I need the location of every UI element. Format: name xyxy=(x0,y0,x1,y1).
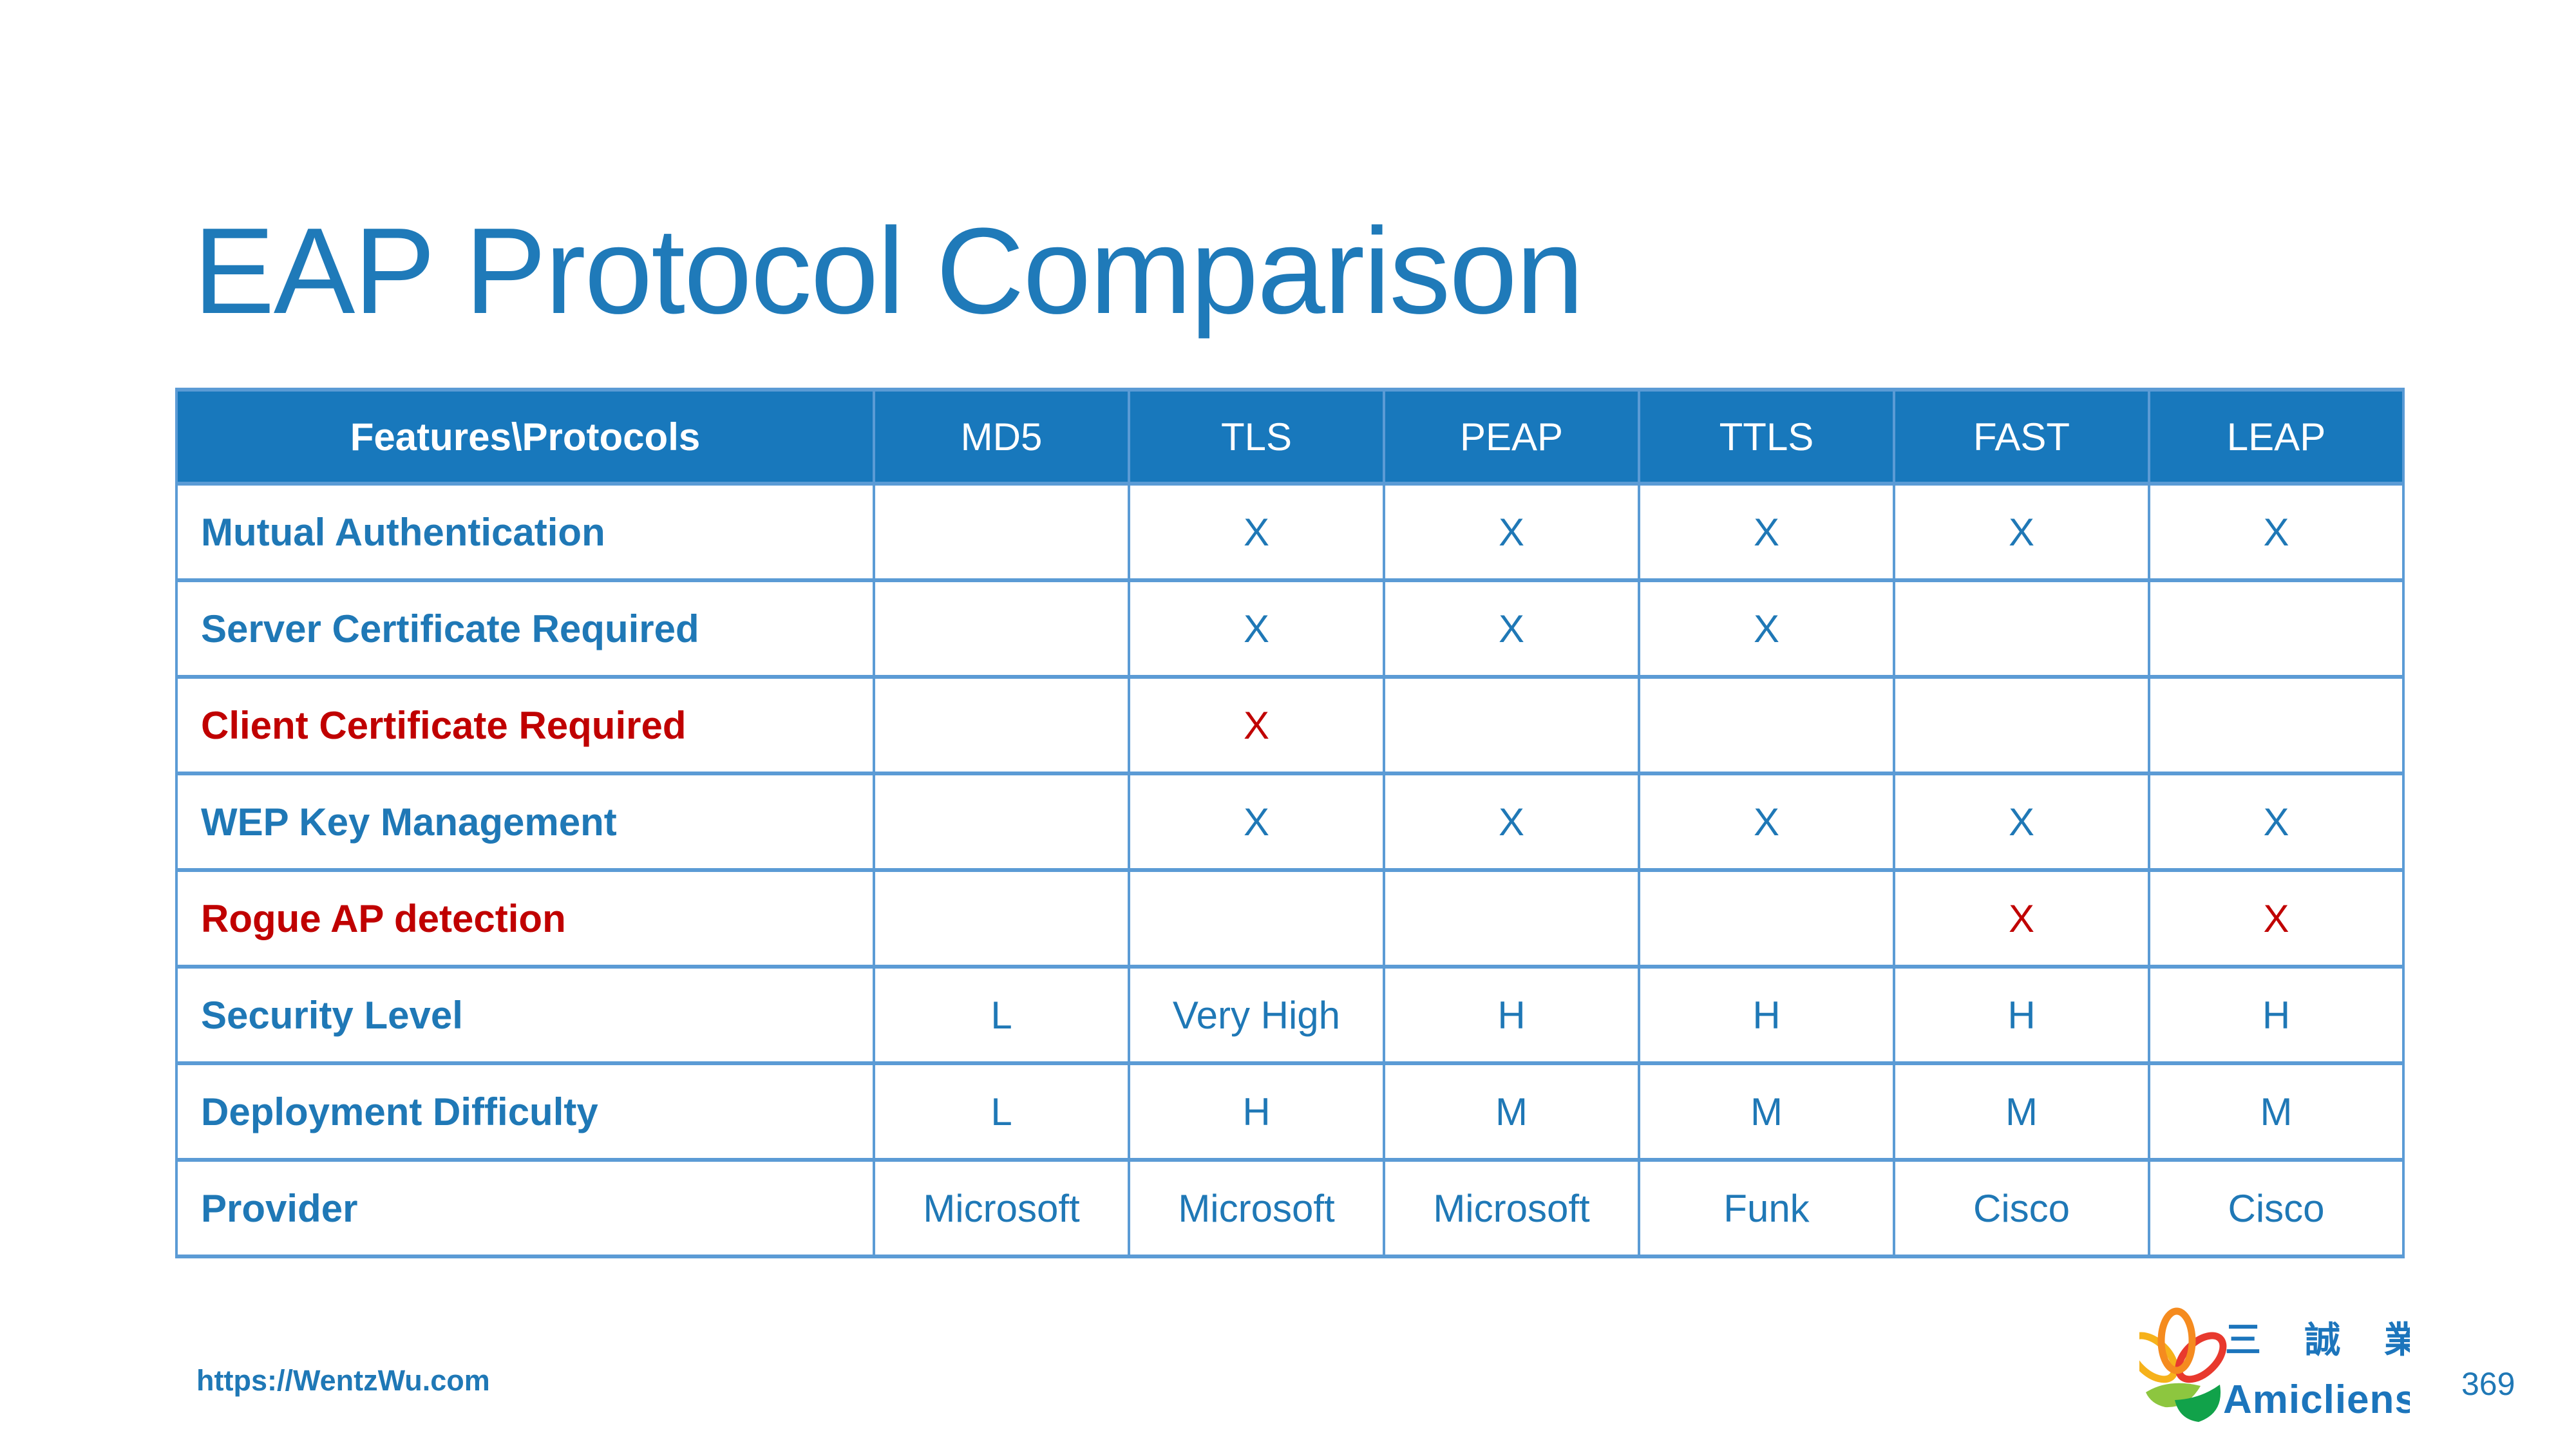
comparison-table-body: Mutual Authentication X X X X X Server Certifi… xyxy=(175,482,2405,1258)
feature-row-label: Client Certificate Required xyxy=(175,675,875,775)
table-cell xyxy=(2148,675,2405,775)
table-cell: X xyxy=(1893,868,2150,969)
table-cell: H xyxy=(1893,965,2150,1065)
table-cell: Funk xyxy=(1638,1158,1895,1258)
table-cell xyxy=(2148,578,2405,679)
feature-row-label: Provider xyxy=(175,1158,875,1258)
comparison-table-header-row: Features\Protocols MD5 TLS PEAP TTLS FAST LEAP xyxy=(175,388,2405,486)
table-cell xyxy=(1638,675,1895,775)
table-cell: Very High xyxy=(1128,965,1385,1065)
table-cell: X xyxy=(1893,482,2150,582)
table-cell: X xyxy=(1128,675,1385,775)
feature-row-label: Security Level xyxy=(175,965,875,1065)
comparison-table: Features\Protocols MD5 TLS PEAP TTLS FAST LEAP… xyxy=(175,388,2405,1258)
table-cell: X xyxy=(1383,772,1640,872)
table-cell: Microsoft xyxy=(873,1158,1130,1258)
table-row: Security Level L Very High H H H H xyxy=(175,965,2405,1065)
table-row: Mutual Authentication X X X X X xyxy=(175,482,2405,582)
table-cell xyxy=(1893,578,2150,679)
table-cell: X xyxy=(1128,482,1385,582)
table-row: Deployment Difficulty L H M M M M xyxy=(175,1061,2405,1162)
page-title: EAP Protocol Comparison xyxy=(193,203,1584,340)
table-cell xyxy=(1128,868,1385,969)
table-cell: X xyxy=(1383,578,1640,679)
table-cell: L xyxy=(873,965,1130,1065)
table-row: Rogue AP detection X X xyxy=(175,868,2405,969)
protocol-column-header: TTLS xyxy=(1638,388,1895,486)
logo-brand-text: Amicliens xyxy=(2223,1378,2410,1422)
table-cell xyxy=(1638,868,1895,969)
table-cell: M xyxy=(2148,1061,2405,1162)
eap-comparison-table: Features\Protocols MD5 TLS PEAP TTLS FAST LEAP… xyxy=(175,388,2405,1258)
table-row: Provider Microsoft Microsoft Microsoft Funk C… xyxy=(175,1158,2405,1258)
table-cell: H xyxy=(1383,965,1640,1065)
table-cell: X xyxy=(1638,578,1895,679)
table-cell: H xyxy=(1128,1061,1385,1162)
table-cell xyxy=(873,772,1130,872)
feature-row-label: Deployment Difficulty xyxy=(175,1061,875,1162)
table-row: WEP Key Management X X X X X xyxy=(175,772,2405,872)
table-cell: H xyxy=(1638,965,1895,1065)
table-cell xyxy=(1383,675,1640,775)
table-cell: X xyxy=(1638,482,1895,582)
protocol-column-header: FAST xyxy=(1893,388,2150,486)
protocol-column-header: MD5 xyxy=(873,388,1130,486)
protocol-column-header: LEAP xyxy=(2148,388,2405,486)
table-cell: Microsoft xyxy=(1128,1158,1385,1258)
table-cell: M xyxy=(1638,1061,1895,1162)
table-cell: X xyxy=(1893,772,2150,872)
table-cell: M xyxy=(1893,1061,2150,1162)
table-cell: Microsoft xyxy=(1383,1158,1640,1258)
slide-page-number: 369 xyxy=(2461,1366,2515,1402)
table-cell xyxy=(873,482,1130,582)
flower-logo-icon xyxy=(2139,1307,2227,1422)
feature-row-label: Rogue AP detection xyxy=(175,868,875,969)
table-cell: Cisco xyxy=(1893,1158,2150,1258)
table-cell: X xyxy=(2148,482,2405,582)
table-cell: X xyxy=(1128,772,1385,872)
feature-row-label: Mutual Authentication xyxy=(175,482,875,582)
protocol-column-header: PEAP xyxy=(1383,388,1640,486)
feature-row-label: Server Certificate Required xyxy=(175,578,875,679)
protocol-column-header: TLS xyxy=(1128,388,1385,486)
table-cell: Cisco xyxy=(2148,1158,2405,1258)
table-cell xyxy=(1893,675,2150,775)
table-cell: X xyxy=(1383,482,1640,582)
table-row: Client Certificate Required X xyxy=(175,675,2405,775)
table-cell: L xyxy=(873,1061,1130,1162)
table-cell: X xyxy=(2148,868,2405,969)
table-cell xyxy=(873,868,1130,969)
table-cell xyxy=(873,578,1130,679)
table-cell: H xyxy=(2148,965,2405,1065)
table-cell: X xyxy=(1638,772,1895,872)
table-cell: M xyxy=(1383,1061,1640,1162)
logo-cjk-text: 三 誠 業 xyxy=(2225,1320,2410,1360)
features-protocols-header: Features\Protocols xyxy=(175,388,875,486)
feature-row-label: WEP Key Management xyxy=(175,772,875,872)
table-row: Server Certificate Required X X X xyxy=(175,578,2405,679)
table-cell: X xyxy=(2148,772,2405,872)
company-logo: 三 誠 業 Amicliens xyxy=(2139,1302,2410,1431)
table-cell: X xyxy=(1128,578,1385,679)
table-cell xyxy=(1383,868,1640,969)
table-cell xyxy=(873,675,1130,775)
footer-url-link[interactable]: https://WentzWu.com xyxy=(196,1364,490,1397)
